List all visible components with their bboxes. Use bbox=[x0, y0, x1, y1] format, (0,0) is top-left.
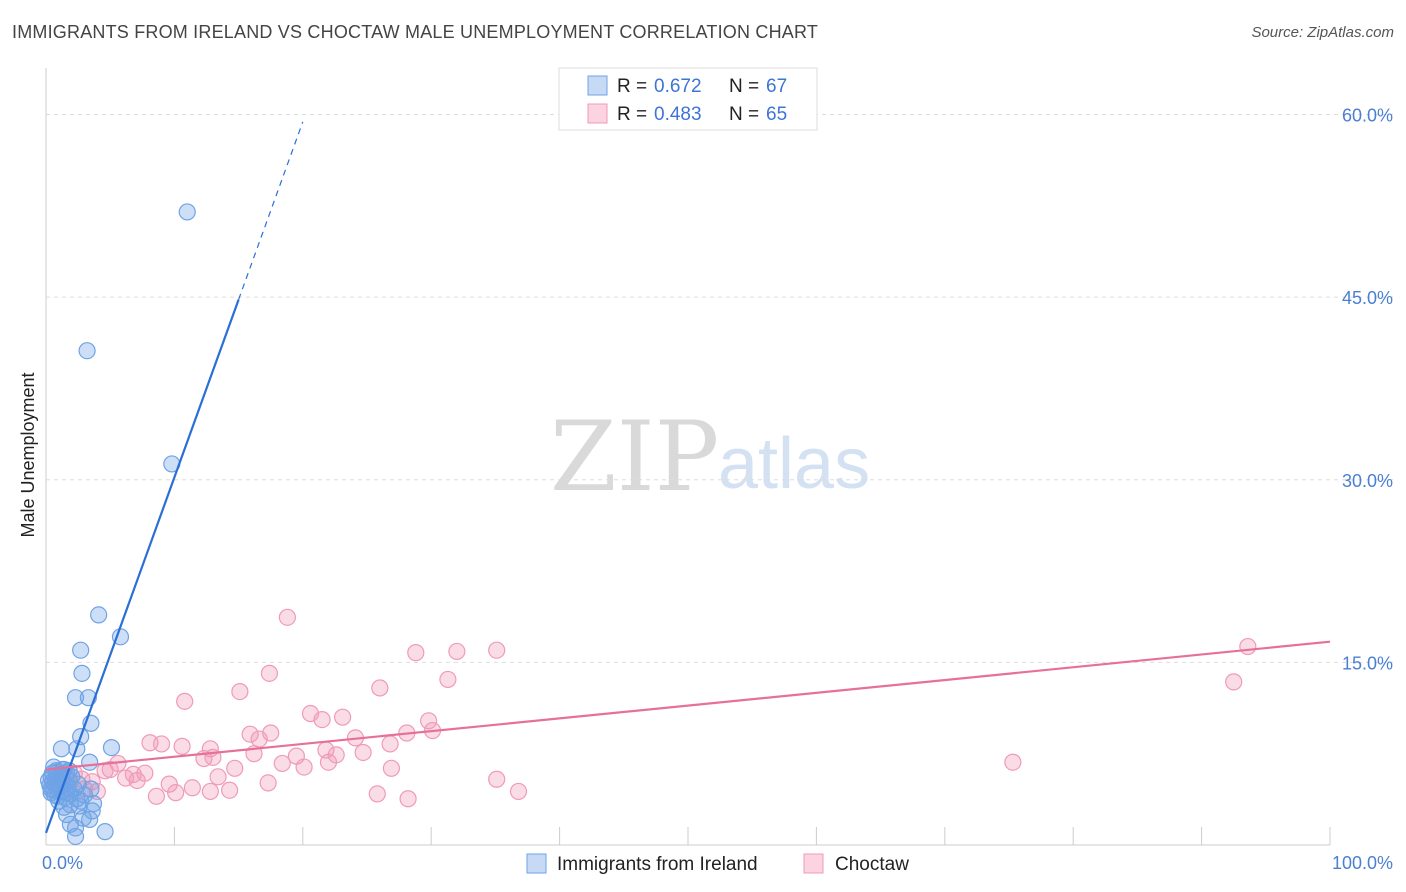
choctaw-point bbox=[334, 708, 352, 726]
choctaw-r-value: 0.483 bbox=[654, 104, 702, 125]
y-tick-label: 60.0% bbox=[1342, 106, 1393, 126]
choctaw-point bbox=[259, 774, 277, 792]
choctaw-point bbox=[152, 735, 171, 753]
legend-choctaw-swatch bbox=[803, 853, 824, 874]
choctaw-point bbox=[176, 692, 194, 710]
choctaw-point bbox=[439, 670, 457, 689]
y-tick-label: 30.0% bbox=[1342, 471, 1393, 491]
choctaw-point bbox=[488, 641, 506, 659]
choctaw-r-label: R = bbox=[617, 104, 647, 125]
ireland-point bbox=[75, 786, 94, 804]
x-tick-label: 100.0% bbox=[1332, 853, 1393, 873]
choctaw-point bbox=[371, 679, 389, 697]
stats-legend: R = 0.672 N = 67 R = 0.483 N = 65 bbox=[558, 67, 818, 131]
choctaw-point bbox=[382, 759, 400, 777]
choctaw-point bbox=[173, 737, 191, 755]
legend-choctaw-label: Choctaw bbox=[835, 854, 909, 875]
choctaw-point bbox=[160, 775, 178, 793]
ireland-point bbox=[42, 780, 60, 798]
ireland-r-label: R = bbox=[617, 76, 647, 97]
choctaw-trend-line bbox=[45, 640, 1331, 771]
watermark-zip: ZIP bbox=[550, 401, 719, 513]
choctaw-point bbox=[167, 784, 185, 802]
ireland-point bbox=[90, 606, 108, 624]
ireland-point bbox=[47, 762, 65, 780]
choctaw-point bbox=[1225, 673, 1243, 691]
ireland-point bbox=[78, 342, 96, 360]
choctaw-point bbox=[209, 768, 227, 786]
ireland-r-value: 0.672 bbox=[654, 76, 702, 97]
choctaw-point bbox=[381, 735, 399, 753]
choctaw-point bbox=[399, 790, 417, 808]
choctaw-point bbox=[319, 753, 338, 771]
choctaw-point bbox=[295, 758, 313, 776]
choctaw-point bbox=[226, 759, 244, 777]
choctaw-point bbox=[313, 711, 331, 729]
ireland-point bbox=[178, 203, 196, 221]
ireland-point bbox=[81, 810, 99, 829]
ireland-point bbox=[61, 796, 79, 814]
choctaw-point bbox=[260, 664, 279, 682]
y-axis-label: Male Unemployment bbox=[18, 372, 38, 537]
axes bbox=[45, 68, 1331, 846]
ireland-point bbox=[72, 641, 90, 659]
ireland-n-label: N = bbox=[729, 76, 759, 97]
choctaw-point bbox=[101, 760, 119, 779]
choctaw-point bbox=[231, 682, 249, 701]
ireland-points bbox=[39, 203, 196, 846]
ireland-point bbox=[69, 775, 87, 793]
chart-title: IMMIGRANTS FROM IRELAND VS CHOCTAW MALE … bbox=[12, 22, 819, 42]
choctaw-point bbox=[183, 779, 201, 797]
ireland-point bbox=[66, 689, 85, 707]
x-tick-labels: 0.0% 100.0% bbox=[42, 853, 1393, 873]
source-label: Source: ZipAtlas.com bbox=[1251, 24, 1394, 41]
choctaw-point bbox=[124, 765, 142, 783]
choctaw-n-label: N = bbox=[729, 104, 759, 125]
ireland-point bbox=[66, 827, 85, 846]
y-tick-label: 15.0% bbox=[1342, 653, 1393, 673]
ireland-point bbox=[52, 740, 71, 758]
choctaw-point bbox=[407, 644, 425, 662]
ireland-n-value: 67 bbox=[766, 76, 787, 97]
legend-ireland-label: Immigrants from Ireland bbox=[557, 854, 758, 875]
ireland-point bbox=[57, 805, 76, 824]
choctaw-point bbox=[1004, 753, 1022, 771]
choctaw-point bbox=[448, 642, 466, 661]
ireland-point bbox=[96, 823, 114, 841]
trend-lines bbox=[44, 121, 1331, 834]
grid bbox=[46, 114, 1393, 663]
x-tick-label: 0.0% bbox=[42, 853, 83, 873]
choctaw-point bbox=[278, 608, 296, 626]
y-tick-label: 45.0% bbox=[1342, 288, 1393, 308]
choctaw-point bbox=[241, 725, 259, 743]
choctaw-point bbox=[201, 782, 219, 801]
ireland-point bbox=[102, 739, 121, 757]
y-tick-labels: 15.0% 30.0% 45.0% 60.0% bbox=[1342, 106, 1393, 674]
ireland-point bbox=[81, 753, 99, 771]
choctaw-swatch bbox=[587, 103, 608, 124]
choctaw-point bbox=[1239, 637, 1257, 656]
ireland-trend-line bbox=[44, 299, 240, 834]
legend-ireland-swatch bbox=[526, 853, 547, 874]
choctaw-n-value: 65 bbox=[766, 104, 787, 125]
choctaw-point bbox=[488, 770, 506, 788]
choctaw-point bbox=[354, 743, 372, 762]
choctaw-point bbox=[221, 781, 239, 799]
series-legend: Immigrants from Ireland Choctaw bbox=[526, 853, 909, 875]
ireland-point bbox=[82, 780, 100, 798]
watermark-atlas: atlas bbox=[718, 424, 870, 504]
ireland-trend-extension bbox=[238, 121, 304, 300]
ireland-swatch bbox=[587, 75, 608, 96]
choctaw-points bbox=[50, 608, 1257, 808]
choctaw-point bbox=[273, 754, 291, 773]
choctaw-point bbox=[368, 785, 386, 803]
choctaw-point bbox=[147, 787, 166, 805]
choctaw-point bbox=[509, 782, 528, 801]
ireland-point bbox=[73, 664, 91, 682]
choctaw-point bbox=[420, 712, 438, 730]
choctaw-point bbox=[250, 730, 268, 748]
